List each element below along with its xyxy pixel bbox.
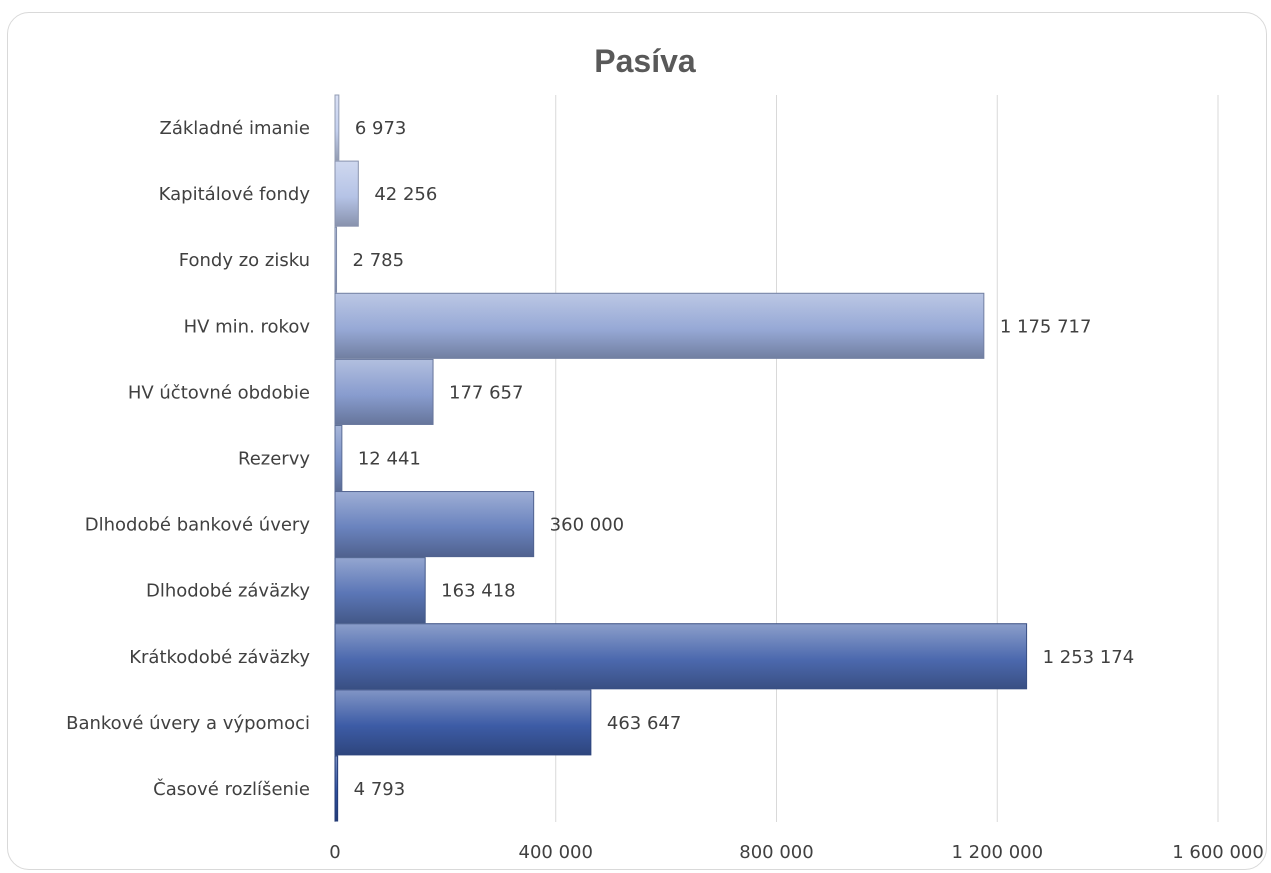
category-label: Dlhodobé záväzky	[146, 581, 310, 602]
data-label: 463 647	[607, 713, 681, 734]
category-label: Kapitálové fondy	[159, 184, 311, 205]
bar	[334, 623, 1028, 690]
bar	[334, 226, 338, 293]
bar	[334, 94, 340, 161]
x-tick-label: 1 200 000	[951, 842, 1043, 863]
category-label: Základné imanie	[160, 118, 311, 139]
bar	[334, 755, 339, 822]
bar	[334, 491, 535, 558]
bar	[334, 557, 426, 624]
data-label: 1 175 717	[1000, 316, 1092, 337]
data-label: 360 000	[550, 515, 624, 536]
data-label: 177 657	[449, 382, 523, 403]
data-label: 1 253 174	[1043, 647, 1135, 668]
data-label: 6 973	[355, 118, 407, 139]
data-label: 2 785	[353, 250, 405, 271]
bar	[334, 424, 343, 492]
x-tick-label: 400 000	[519, 842, 593, 863]
category-label: HV účtovné obdobie	[128, 382, 310, 403]
data-label: 4 793	[354, 779, 406, 800]
chart-title: Pasíva	[594, 43, 696, 79]
x-tick-label: 800 000	[739, 842, 813, 863]
bar	[334, 689, 592, 756]
category-label: Dlhodobé bankové úvery	[85, 515, 311, 536]
data-label: 12 441	[358, 449, 421, 470]
category-label: HV min. rokov	[184, 316, 311, 337]
category-label: Bankové úvery a výpomoci	[66, 713, 310, 734]
category-label: Rezervy	[238, 449, 310, 470]
bar	[334, 358, 434, 425]
data-label: 163 418	[441, 581, 515, 602]
chart-card	[7, 12, 1267, 870]
bar	[334, 160, 359, 227]
bar	[334, 292, 985, 359]
labels: 0 400 000 800 000 1 200 000 1 600 000 Základn…	[66, 118, 1264, 863]
category-label: Časové rozlíšenie	[153, 778, 310, 800]
x-tick-label: 0	[329, 842, 340, 863]
bars	[334, 94, 1028, 822]
category-label: Fondy zo zisku	[179, 250, 310, 271]
category-label: Krátkodobé záväzky	[129, 647, 310, 668]
x-tick-label: 1 600 000	[1172, 842, 1264, 863]
data-label: 42 256	[374, 184, 437, 205]
